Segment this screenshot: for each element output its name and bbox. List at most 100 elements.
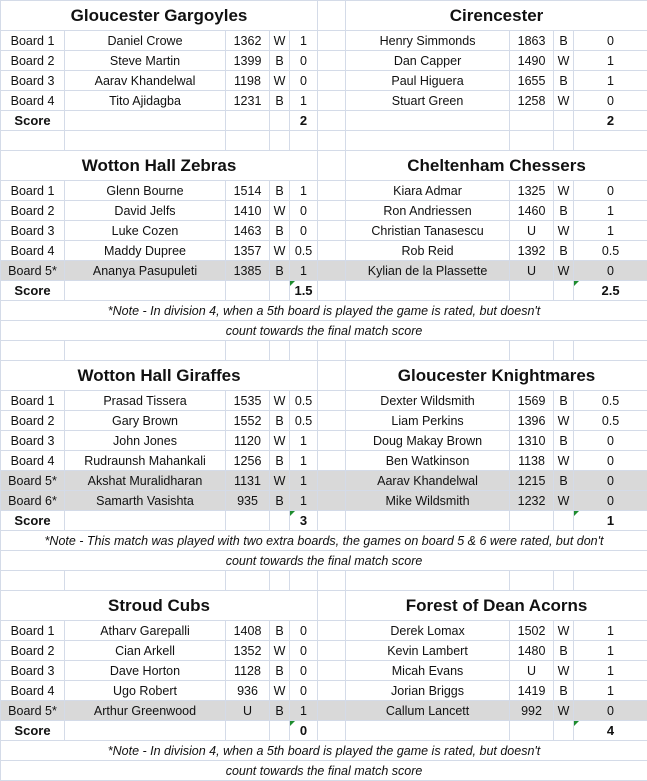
spacer-cell[interactable] (317, 720, 347, 741)
spacer-cell[interactable] (317, 430, 347, 451)
spacer-cell[interactable] (317, 590, 347, 621)
empty-cell[interactable] (269, 570, 290, 591)
empty-cell[interactable] (573, 340, 647, 361)
home-result[interactable]: 1 (288, 470, 319, 491)
away-color[interactable]: B (553, 680, 575, 701)
empty-cell[interactable] (573, 130, 647, 151)
away-rating[interactable]: 1215 (509, 470, 555, 491)
note-text[interactable]: *Note - In division 4, when a 5th board … (0, 740, 647, 761)
empty-cell[interactable] (269, 130, 290, 151)
away-player[interactable]: Ben Watkinson (345, 450, 511, 471)
away-score[interactable]: 2 (573, 110, 647, 131)
score-label[interactable]: Score (0, 510, 65, 531)
home-result[interactable]: 1 (288, 260, 319, 281)
spacer-cell[interactable] (317, 70, 347, 91)
spacer-cell[interactable] (317, 390, 347, 411)
home-color[interactable]: B (269, 260, 290, 281)
empty-cell[interactable] (509, 340, 555, 361)
empty-cell[interactable] (509, 130, 555, 151)
away-rating[interactable]: U (509, 660, 555, 681)
empty-cell[interactable] (64, 570, 226, 591)
away-color[interactable]: W (553, 220, 575, 241)
away-color[interactable]: W (553, 700, 575, 721)
home-player[interactable]: Gary Brown (64, 410, 226, 431)
empty-cell[interactable] (288, 570, 319, 591)
empty-cell[interactable] (553, 280, 575, 301)
empty-cell[interactable] (225, 340, 270, 361)
home-player[interactable]: Tito Ajidagba (64, 90, 226, 111)
board-label[interactable]: Board 1 (0, 180, 65, 201)
empty-cell[interactable] (0, 570, 65, 591)
home-player[interactable]: Dave Horton (64, 660, 226, 681)
away-color[interactable]: W (553, 410, 575, 431)
home-result[interactable]: 1 (288, 430, 319, 451)
home-color[interactable]: B (269, 220, 290, 241)
home-color[interactable]: B (269, 410, 290, 431)
away-player[interactable]: Mike Wildsmith (345, 490, 511, 511)
away-player[interactable]: Stuart Green (345, 90, 511, 111)
spacer-cell[interactable] (317, 30, 347, 51)
empty-cell[interactable] (0, 130, 65, 151)
home-player[interactable]: Akshat Muralidharan (64, 470, 226, 491)
spacer-cell[interactable] (317, 50, 347, 71)
home-result[interactable]: 0 (288, 680, 319, 701)
empty-cell[interactable] (64, 130, 226, 151)
home-score[interactable]: 2 (288, 110, 319, 131)
away-player[interactable]: Doug Makay Brown (345, 430, 511, 451)
spacer-cell[interactable] (317, 220, 347, 241)
spacer-cell[interactable] (317, 280, 347, 301)
away-rating[interactable]: 1655 (509, 70, 555, 91)
home-rating[interactable]: 1352 (225, 640, 270, 661)
home-rating[interactable]: 935 (225, 490, 270, 511)
away-result[interactable]: 1 (573, 70, 647, 91)
home-player[interactable]: David Jelfs (64, 200, 226, 221)
spacer-cell[interactable] (317, 510, 347, 531)
home-rating[interactable]: 1357 (225, 240, 270, 261)
away-team-title[interactable]: Gloucester Knightmares (345, 360, 647, 391)
board-label[interactable]: Board 4 (0, 240, 65, 261)
home-rating[interactable]: 1256 (225, 450, 270, 471)
away-player[interactable]: Dan Capper (345, 50, 511, 71)
home-color[interactable]: W (269, 640, 290, 661)
home-result[interactable]: 0 (288, 220, 319, 241)
empty-cell[interactable] (573, 570, 647, 591)
home-team-title[interactable]: Wotton Hall Zebras (0, 150, 319, 181)
board-label[interactable]: Board 2 (0, 50, 65, 71)
note-text[interactable]: count towards the final match score (0, 320, 647, 341)
home-team-title[interactable]: Gloucester Gargoyles (0, 0, 319, 31)
home-color[interactable]: B (269, 90, 290, 111)
home-color[interactable]: W (269, 200, 290, 221)
home-player[interactable]: Arthur Greenwood (64, 700, 226, 721)
note-text[interactable]: count towards the final match score (0, 760, 647, 781)
board-label[interactable]: Board 3 (0, 220, 65, 241)
spacer-cell[interactable] (317, 260, 347, 281)
score-label[interactable]: Score (0, 280, 65, 301)
home-player[interactable]: Ugo Robert (64, 680, 226, 701)
empty-cell[interactable] (553, 340, 575, 361)
board-label[interactable]: Board 5* (0, 700, 65, 721)
board-label[interactable]: Board 5* (0, 470, 65, 491)
away-player[interactable]: Kylian de la Plassette (345, 260, 511, 281)
home-player[interactable]: Daniel Crowe (64, 30, 226, 51)
home-result[interactable]: 1 (288, 180, 319, 201)
home-player[interactable]: Atharv Garepalli (64, 620, 226, 641)
spacer-cell[interactable] (317, 240, 347, 261)
spacer-cell[interactable] (317, 410, 347, 431)
home-rating[interactable]: 1231 (225, 90, 270, 111)
home-color[interactable]: W (269, 70, 290, 91)
away-player[interactable]: Henry Simmonds (345, 30, 511, 51)
away-rating[interactable]: 1258 (509, 90, 555, 111)
empty-cell[interactable] (317, 570, 347, 591)
empty-cell[interactable] (345, 130, 511, 151)
empty-cell[interactable] (317, 340, 347, 361)
home-result[interactable]: 1 (288, 450, 319, 471)
away-color[interactable]: B (553, 390, 575, 411)
spacer-cell[interactable] (317, 90, 347, 111)
away-team-title[interactable]: Forest of Dean Acorns (345, 590, 647, 621)
board-label[interactable]: Board 3 (0, 70, 65, 91)
away-color[interactable]: W (553, 90, 575, 111)
home-team-title[interactable]: Wotton Hall Giraffes (0, 360, 319, 391)
empty-cell[interactable] (64, 340, 226, 361)
empty-cell[interactable] (64, 510, 226, 531)
board-label[interactable]: Board 1 (0, 620, 65, 641)
